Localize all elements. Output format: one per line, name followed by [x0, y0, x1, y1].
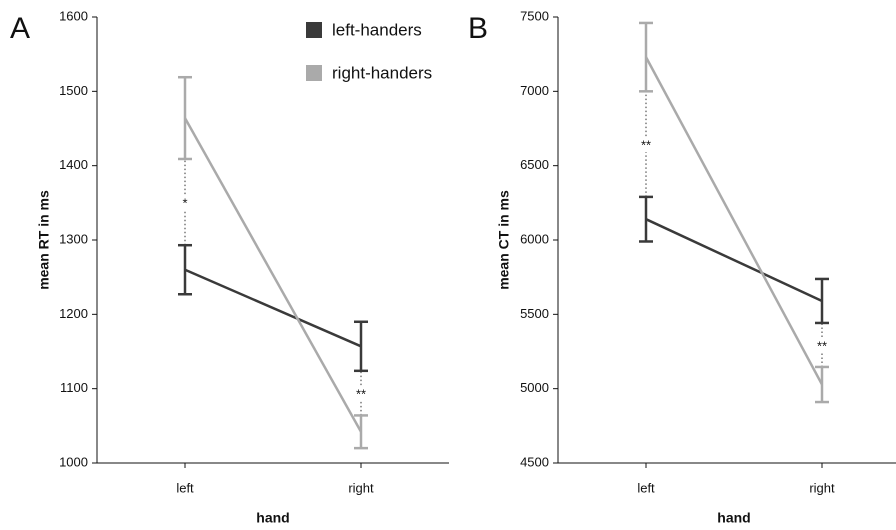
- panel-label: A: [10, 12, 30, 45]
- significance-label: **: [817, 338, 827, 353]
- y-tick-label: 1600: [59, 8, 88, 23]
- x-axis-title: hand: [717, 510, 750, 526]
- series-line: [645, 218, 823, 303]
- y-tick-label: 5000: [520, 380, 549, 395]
- series-line: [644, 56, 824, 386]
- y-tick-label: 6500: [520, 157, 549, 172]
- y-tick-label: 6000: [520, 231, 549, 246]
- error-bar: [354, 414, 368, 450]
- y-tick-label: 4500: [520, 454, 549, 469]
- series-line: [183, 117, 363, 433]
- legend-swatch: [306, 22, 322, 38]
- y-tick-label: 1300: [59, 231, 88, 246]
- x-tick-label: left: [176, 480, 194, 495]
- legend-swatch: [306, 65, 322, 81]
- x-tick-label: right: [348, 480, 374, 495]
- legend-label: left-handers: [332, 20, 422, 39]
- y-tick-label: 1100: [60, 380, 88, 395]
- panel-label: B: [468, 12, 488, 45]
- y-tick-label: 1200: [59, 306, 88, 321]
- x-tick-label: right: [809, 480, 835, 495]
- significance-label: **: [356, 387, 366, 402]
- significance-label: *: [182, 196, 187, 211]
- error-bar: [639, 21, 653, 93]
- error-bar: [178, 75, 192, 161]
- series-line: [184, 268, 362, 348]
- y-axis-title: mean RT in ms: [36, 190, 52, 290]
- error-bar: [639, 195, 653, 243]
- y-tick-label: 5500: [520, 306, 549, 321]
- y-tick-label: 1000: [59, 454, 88, 469]
- y-tick-label: 7500: [520, 8, 549, 23]
- error-bar: [354, 320, 368, 373]
- y-tick-label: 7000: [520, 83, 549, 98]
- error-bar: [815, 365, 829, 404]
- significance-label: **: [641, 138, 651, 153]
- y-axis-title: mean CT in ms: [496, 190, 512, 290]
- x-tick-label: left: [637, 480, 655, 495]
- x-axis-title: hand: [256, 510, 289, 526]
- error-bar: [815, 277, 829, 325]
- y-tick-label: 1500: [59, 83, 88, 98]
- y-tick-label: 1400: [59, 157, 88, 172]
- error-bar: [178, 243, 192, 296]
- legend-label: right-handers: [332, 63, 432, 82]
